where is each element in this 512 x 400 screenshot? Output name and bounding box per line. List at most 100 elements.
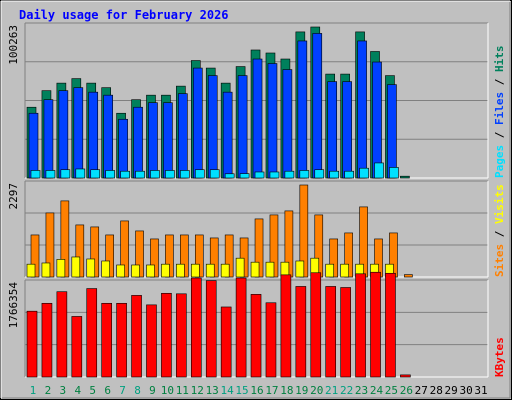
panels: 100263 Pages / Files / Hits 2297 Sites / Vi… <box>7 22 506 378</box>
bar-visits-day-1 <box>26 263 36 278</box>
legend-separator: / <box>493 72 506 92</box>
bar-visits-day-17 <box>265 261 275 278</box>
bar-pages-day-19 <box>299 170 310 179</box>
bar-pages-day-23 <box>359 167 369 179</box>
bar-files-day-6 <box>103 94 113 179</box>
day-label-30: 30 <box>459 384 472 397</box>
bar-files-day-1 <box>28 112 39 179</box>
bar-visits-day-13 <box>205 263 215 278</box>
bar-visits-day-6 <box>101 260 110 278</box>
bar-files-day-24 <box>372 61 382 179</box>
day-label-8: 8 <box>134 384 141 397</box>
day-label-2: 2 <box>45 384 52 397</box>
bar-kbytes-day-17 <box>265 302 277 378</box>
y-max-label: 1766354 <box>7 282 20 329</box>
bar-visits-day-8 <box>131 264 140 278</box>
bar-files-day-15 <box>237 75 248 179</box>
bar-visits-day-21 <box>325 263 335 278</box>
bar-files-day-21 <box>327 81 338 179</box>
panel-visits-sites: 2297 Sites / Visits <box>7 180 506 278</box>
bar-visits-day-2 <box>41 262 51 278</box>
day-label-18: 18 <box>280 384 293 397</box>
day-label-16: 16 <box>250 384 263 397</box>
y-max-label: 2297 <box>7 183 20 210</box>
bar-kbytes-day-9 <box>146 304 157 378</box>
bar-hits-day-26 <box>400 175 410 179</box>
bar-kbytes-day-6 <box>101 302 112 378</box>
day-label-28: 28 <box>430 384 443 397</box>
bar-files-day-11 <box>178 93 188 179</box>
panel-hits-files-pages: 100263 Pages / Files / Hits <box>7 22 506 179</box>
y-max-label: 100263 <box>7 25 20 65</box>
legend-hits: Hits <box>493 46 506 73</box>
bar-pages-day-2 <box>45 170 56 179</box>
bar-files-day-12 <box>192 67 203 179</box>
day-label-29: 29 <box>445 384 458 397</box>
day-label-11: 11 <box>176 384 189 397</box>
bar-kbytes-day-23 <box>355 273 366 378</box>
bar-pages-day-9 <box>150 170 160 179</box>
day-label-6: 6 <box>104 384 111 397</box>
bar-files-day-25 <box>387 84 397 179</box>
bar-pages-day-8 <box>135 170 145 179</box>
bar-kbytes-day-8 <box>131 295 142 378</box>
day-label-15: 15 <box>235 384 248 397</box>
bar-visits-day-15 <box>235 257 245 278</box>
bar-files-day-20 <box>312 33 323 179</box>
day-label-14: 14 <box>221 384 235 397</box>
bar-visits-day-16 <box>250 261 260 278</box>
day-label-1: 1 <box>30 384 37 397</box>
day-label-9: 9 <box>149 384 156 397</box>
legend-kbytes: KBytes <box>493 337 506 377</box>
bar-kbytes-day-15 <box>235 277 247 378</box>
bar-kbytes-day-20 <box>310 272 322 378</box>
bar-pages-day-18 <box>284 170 295 179</box>
bar-pages-day-4 <box>75 168 86 179</box>
day-label-4: 4 <box>74 384 81 397</box>
bar-sites-day-26 <box>404 274 413 278</box>
bar-kbytes-day-16 <box>250 294 262 378</box>
bar-files-day-8 <box>133 106 143 179</box>
bar-visits-day-12 <box>190 263 200 278</box>
bar-pages-day-24 <box>374 162 384 179</box>
bar-kbytes-day-14 <box>220 306 232 378</box>
bar-kbytes-day-1 <box>26 310 38 378</box>
legend-sites: Sites <box>493 244 506 277</box>
bars-hits-files-pages <box>26 26 410 179</box>
bar-kbytes-day-26 <box>400 374 411 378</box>
bar-files-day-7 <box>118 118 128 179</box>
bar-kbytes-day-25 <box>385 272 396 378</box>
day-label-3: 3 <box>60 384 67 397</box>
bar-files-day-14 <box>222 91 233 179</box>
bar-kbytes-day-2 <box>41 302 53 378</box>
day-label-20: 20 <box>310 384 323 397</box>
bar-kbytes-day-3 <box>56 291 68 378</box>
bar-files-day-2 <box>43 99 54 179</box>
day-label-27: 27 <box>415 384 428 397</box>
bar-visits-day-3 <box>56 259 66 278</box>
bar-visits-day-14 <box>220 263 230 278</box>
bar-kbytes-day-13 <box>205 280 217 378</box>
day-label-26: 26 <box>400 384 413 397</box>
right-legend: Sites / Visits <box>493 184 506 277</box>
bar-pages-day-14 <box>224 173 235 179</box>
bar-visits-day-5 <box>86 258 96 278</box>
legend-files: Files <box>493 92 506 125</box>
bar-files-day-17 <box>267 63 278 179</box>
bar-kbytes-day-19 <box>295 286 307 378</box>
bar-pages-day-7 <box>120 170 130 179</box>
bar-pages-day-10 <box>165 170 175 179</box>
bar-pages-day-16 <box>254 171 265 179</box>
bar-pages-day-15 <box>239 173 250 179</box>
day-label-5: 5 <box>89 384 96 397</box>
bar-pages-day-3 <box>60 169 71 179</box>
bar-visits-day-9 <box>146 264 155 278</box>
bar-kbytes-day-5 <box>86 288 98 378</box>
legend-separator: / <box>493 125 506 145</box>
bar-files-day-16 <box>252 58 263 179</box>
bar-pages-day-5 <box>90 169 101 179</box>
day-labels: 1 2 3 4 5 6 7 8 9 10 11 12 13 14 15 16 17 18 19 20 21 22 23 24 2… <box>30 384 488 397</box>
bar-pages-day-17 <box>269 171 280 179</box>
legend-separator: / <box>493 224 506 244</box>
